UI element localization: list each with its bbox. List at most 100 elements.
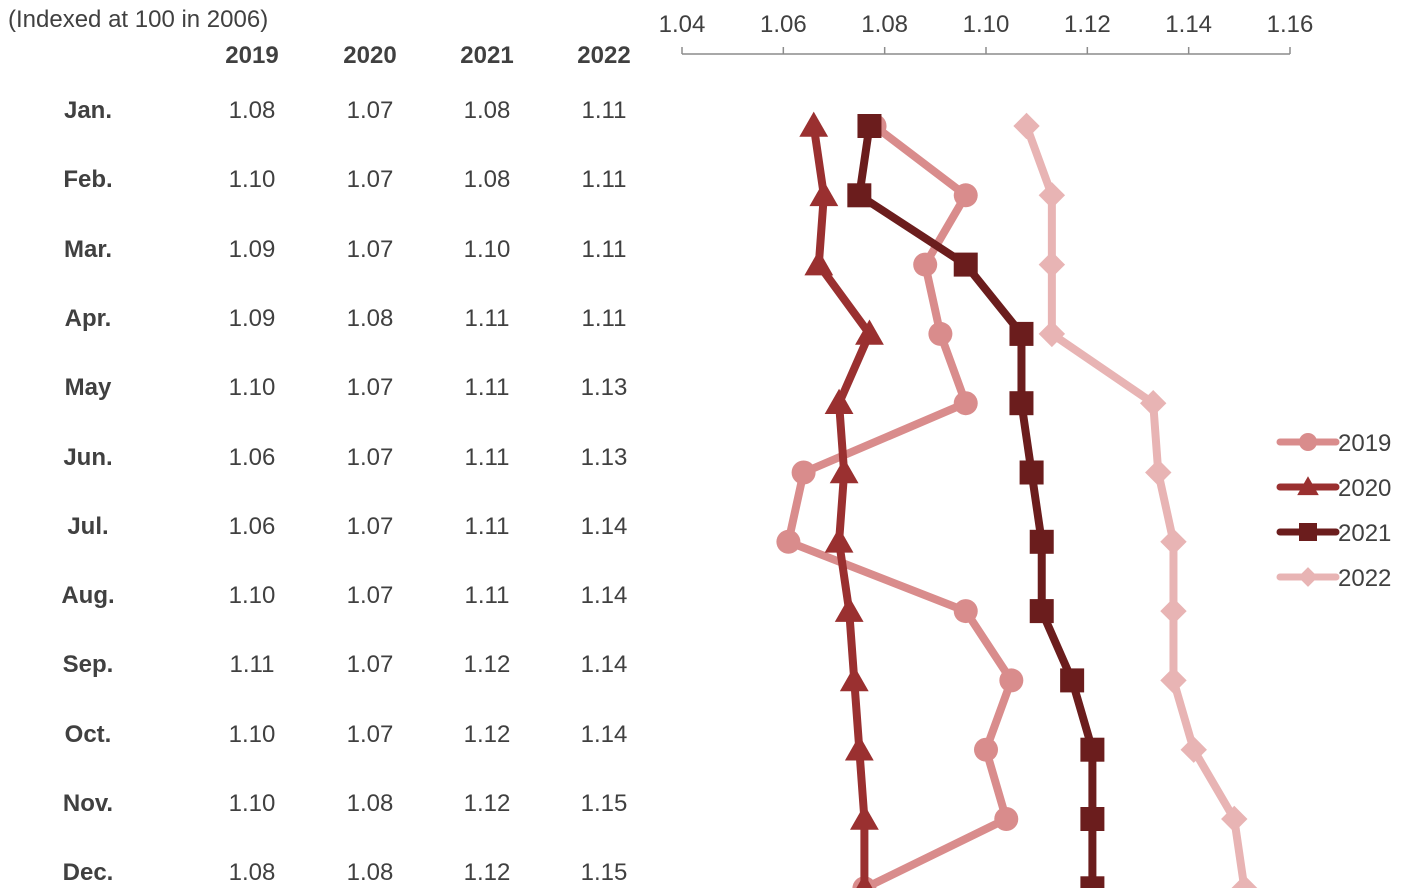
table-cell: 1.07: [346, 443, 394, 471]
data-point-2022: [1038, 182, 1066, 209]
data-point-2019: [974, 737, 998, 762]
data-point-2019: [791, 460, 816, 485]
data-point-2020: [824, 527, 854, 553]
table-cell: 1.07: [346, 374, 394, 402]
table-cell: 1.11: [464, 443, 510, 471]
table-cell: 1.13: [580, 443, 628, 471]
table-cell: 1.11: [581, 97, 627, 124]
data-point-2022: [1160, 667, 1187, 694]
data-point-2022: [1140, 390, 1167, 417]
table-cell: 1.12: [463, 859, 511, 887]
table-cell: 1.11: [581, 166, 627, 194]
column-header-2021: 2021: [460, 42, 514, 69]
table-cell: 1.10: [228, 166, 276, 194]
table-cell: 1.11: [581, 235, 627, 263]
data-point-2021: [857, 114, 882, 138]
table-cell: 1.07: [346, 512, 394, 540]
row-label: Jun.: [63, 443, 113, 471]
row-label: Aug.: [61, 582, 115, 610]
table-cell: 1.11: [581, 304, 627, 332]
data-point-2021: [1080, 876, 1105, 888]
data-point-2022: [1231, 875, 1258, 888]
data-point-2021: [847, 183, 872, 208]
table-cell: 1.13: [580, 374, 628, 402]
row-label: Feb.: [63, 166, 113, 194]
data-point-2020: [799, 111, 829, 137]
table-cell: 1.08: [228, 97, 276, 124]
table-cell: 1.10: [228, 374, 276, 402]
table-cell: 1.14: [580, 582, 628, 610]
row-label: Apr.: [64, 304, 112, 332]
legend-marker-2019: [1299, 433, 1317, 451]
data-point-2021: [953, 252, 978, 277]
data-point-2022: [1160, 597, 1187, 625]
data-point-2021: [1009, 321, 1034, 346]
table-cell: 1.11: [229, 651, 275, 679]
table-cell: 1.07: [346, 166, 394, 194]
data-point-2019: [994, 807, 1019, 831]
row-label: May: [64, 374, 112, 402]
data-point-2019: [776, 529, 801, 554]
data-point-2022: [1160, 528, 1187, 555]
data-point-2022: [1038, 320, 1066, 348]
data-point-2021: [1060, 668, 1085, 693]
legend-label-2022: 2022: [1338, 565, 1391, 592]
data-point-2019: [953, 599, 978, 624]
data-point-2021: [1019, 460, 1044, 485]
table-cell: 1.07: [346, 582, 394, 610]
table-cell: 1.06: [228, 443, 276, 471]
row-label: Jul.: [67, 512, 109, 540]
table-cell: 1.08: [463, 97, 511, 124]
series-line-2022: [1022, 122, 1249, 888]
row-label: Sep.: [62, 651, 114, 679]
data-point-2019: [953, 183, 978, 208]
table-cell: 1.07: [346, 235, 394, 263]
data-point-2020: [824, 388, 854, 414]
table-cell: 1.07: [346, 720, 394, 748]
x-tick-label: 1.10: [963, 11, 1010, 38]
table-cell: 1.10: [228, 790, 276, 817]
data-point-2019: [928, 321, 953, 346]
data-point-2020: [856, 873, 873, 888]
x-tick-label: 1.04: [659, 11, 706, 38]
table-cell: 1.07: [346, 97, 394, 124]
legend-marker-2020: [1297, 476, 1319, 496]
series-line-2020: [809, 122, 874, 888]
data-point-2021: [1080, 737, 1105, 762]
chart-subtitle: (Indexed at 100 in 2006): [8, 6, 269, 33]
table-cell: 1.08: [346, 304, 394, 332]
series-line-2019: [784, 122, 1016, 888]
table-cell: 1.12: [463, 720, 511, 748]
table-cell: 1.08: [463, 166, 511, 194]
legend-label-2020: 2020: [1338, 475, 1391, 502]
legend-marker-2022: [1298, 567, 1318, 587]
data-point-2022: [1180, 736, 1207, 763]
column-header-2019: 2019: [225, 42, 279, 69]
data-point-2021: [1029, 599, 1054, 624]
x-tick-label: 1.08: [861, 11, 908, 38]
table-cell: 1.08: [346, 790, 394, 817]
data-point-2019: [999, 668, 1024, 693]
table-cell: 1.06: [228, 512, 276, 540]
data-point-2020: [834, 596, 864, 622]
data-point-2020: [850, 804, 879, 830]
table-cell: 1.12: [463, 651, 511, 679]
data-point-2022: [1038, 251, 1066, 278]
table-cell: 1.11: [464, 582, 510, 610]
table-cell: 1.10: [228, 720, 276, 748]
data-point-2020: [844, 735, 874, 761]
table-cell: 1.14: [580, 651, 628, 679]
table-cell: 1.12: [463, 790, 511, 817]
series-line-2021: [855, 122, 1097, 888]
table-cell: 1.11: [464, 512, 510, 540]
table-cell: 1.15: [580, 859, 628, 887]
table-cell: 1.09: [228, 304, 276, 332]
data-point-2020: [855, 319, 884, 345]
table-cell: 1.10: [228, 582, 276, 610]
row-label: Nov.: [62, 790, 114, 817]
x-tick-label: 1.12: [1064, 11, 1111, 38]
data-point-2020: [829, 458, 859, 484]
legend-marker-2021: [1299, 523, 1317, 541]
data-point-2022: [1013, 112, 1040, 140]
table-cell: 1.11: [464, 374, 510, 402]
